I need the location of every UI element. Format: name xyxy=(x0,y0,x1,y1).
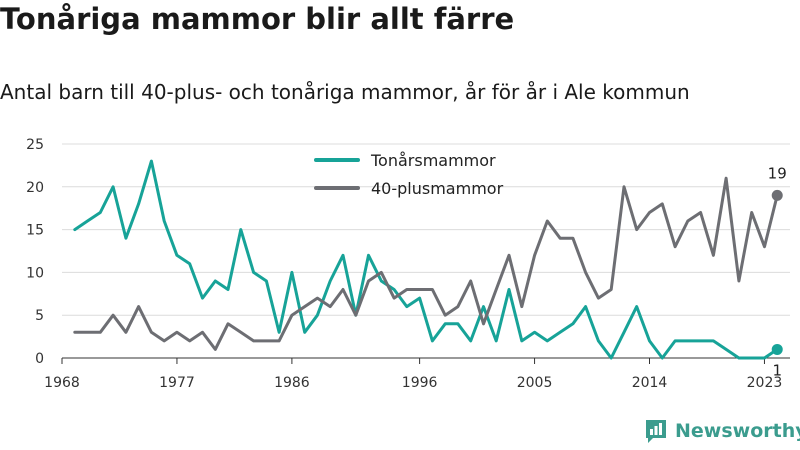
newsworthy-logo-icon xyxy=(646,420,666,443)
brand-logo: Newsworthy xyxy=(644,418,800,444)
legend-label: Tonårsmammor xyxy=(370,151,496,170)
x-tick-label: 2005 xyxy=(517,375,553,391)
end-label-forty-plus: 19 xyxy=(768,164,787,182)
x-tick-label: 2023 xyxy=(747,375,783,391)
x-tick-label: 1986 xyxy=(274,375,310,391)
end-labels: 1 19 xyxy=(768,164,787,379)
y-tick-label: 20 xyxy=(26,180,44,196)
series-end-point xyxy=(771,189,783,201)
series-line-teen xyxy=(73,159,779,360)
y-tick-label: 25 xyxy=(26,137,44,153)
legend-label: 40-plusmammor xyxy=(371,179,504,198)
x-tick-label: 1977 xyxy=(159,375,195,391)
chart-title: Tonåriga mammor blir allt färre xyxy=(0,2,515,36)
axes: 0 5 10 15 20 25 1968 1977 1986 1996 2005 2014 2023 xyxy=(26,137,782,391)
y-tick-label: 15 xyxy=(26,223,44,239)
series-end-point xyxy=(771,343,783,355)
x-tick-label: 1996 xyxy=(402,375,438,391)
legend: Tonårsmammor 40-plusmammor xyxy=(314,151,504,198)
end-label-teen: 1 xyxy=(772,361,782,379)
x-tick-label: 1968 xyxy=(44,375,80,391)
x-tick-label: 2014 xyxy=(632,375,668,391)
series xyxy=(73,159,783,360)
series-line-forty-plus xyxy=(73,176,779,351)
chart-subtitle: Antal barn till 40-plus- och tonåriga ma… xyxy=(0,80,690,104)
y-tick-label: 0 xyxy=(35,351,44,367)
y-tick-label: 10 xyxy=(26,265,44,281)
grid xyxy=(62,143,790,359)
y-tick-label: 5 xyxy=(35,308,44,324)
brand-name: Newsworthy xyxy=(675,420,800,442)
